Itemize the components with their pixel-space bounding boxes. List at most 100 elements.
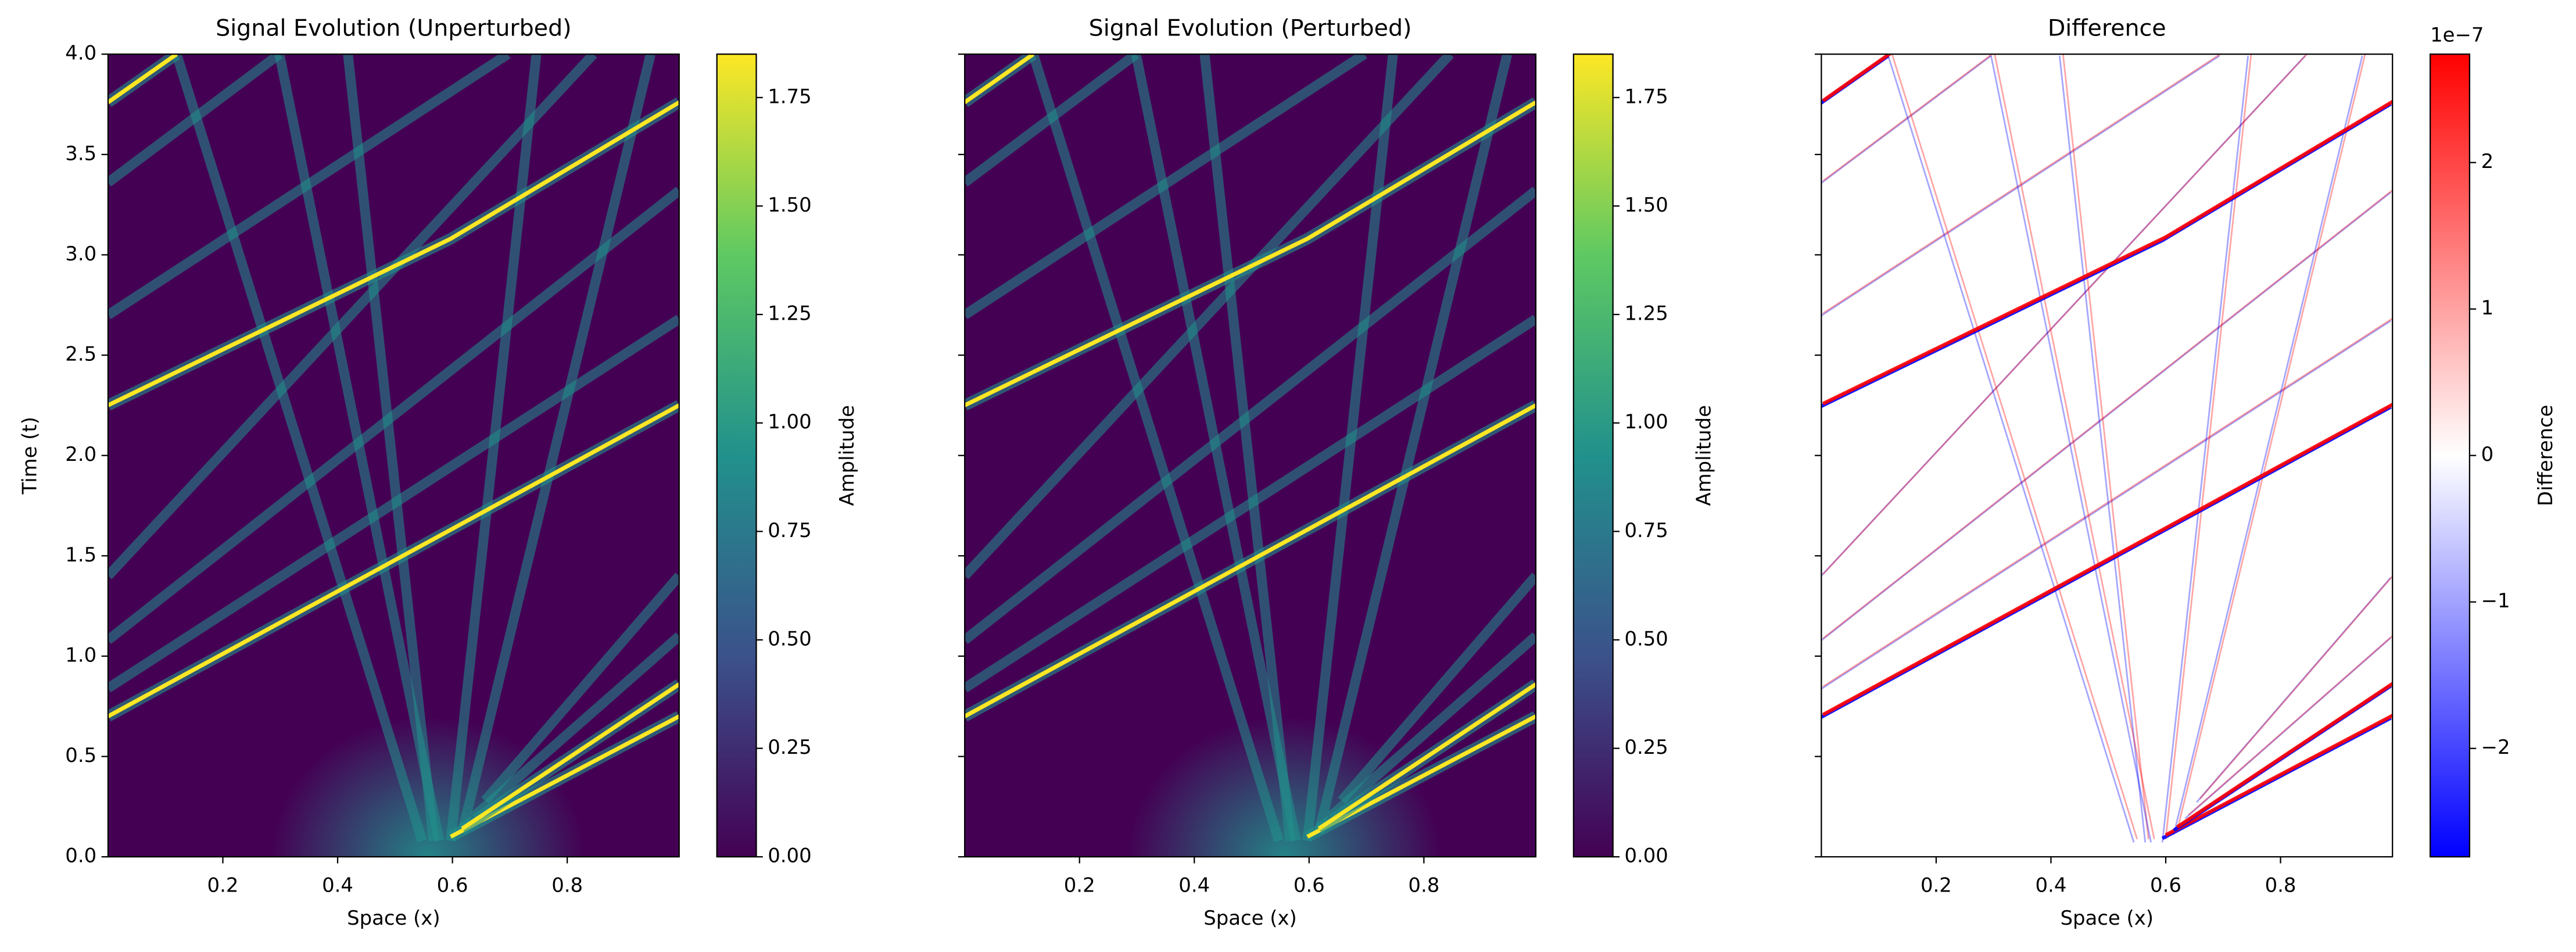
colorbar-tick-label: 0.25 [1624,736,1668,758]
y-tick-label: 0.0 [65,844,96,867]
streak [2165,713,2393,837]
chart-title: Signal Evolution (Unperturbed) [216,15,571,41]
colorbar-tick-label: 1.50 [1624,194,1668,216]
streak [1821,191,2392,642]
streak [2058,55,2147,843]
streak [108,101,679,407]
heatmap [1821,54,2393,857]
x-axis-label: Space (x) [2061,907,2154,929]
streak [2062,54,2149,839]
colorbar-tick-label: 0.00 [1624,844,1668,867]
colorbar-tick-label: 1.75 [1624,85,1668,108]
y-tick-label: 0.5 [65,744,96,767]
streak [1199,54,1295,842]
streak [1028,54,1284,843]
colorbar-tick-label: 1 [2481,296,2494,319]
streak [1317,682,1536,831]
streak [965,187,1536,644]
x-tick-label: 0.4 [322,874,353,897]
streak [1327,632,1536,821]
streak [1821,320,2392,690]
colorbar-tick-label: 0 [2481,443,2494,466]
colorbar-tick-label: 1.25 [768,302,811,325]
streak [2176,681,2393,829]
streak [171,54,427,843]
colorbar-tick-label: −2 [2481,736,2510,758]
x-tick-label: 0.2 [207,874,239,897]
x-tick-label: 0.4 [2036,874,2067,897]
y-tick-label: 3.5 [65,142,96,164]
streak [108,54,178,104]
streak [461,682,679,831]
heatmap [108,54,679,857]
colorbar-tick-label: 1.25 [1624,302,1668,325]
streak [481,572,679,804]
streak [1822,54,2222,314]
colorbar-label: Amplitude [1692,405,1715,506]
streak [1822,54,1994,182]
streak [1821,55,1992,184]
streak [1822,189,2393,639]
chart-title: Difference [2048,15,2166,41]
streak [1990,55,2152,843]
colorbar-tick-label: 2 [2481,150,2494,173]
streak [965,54,1035,104]
streak [2173,55,2363,835]
colorbar-tick-label: 0.75 [768,519,811,542]
streak [965,54,1454,579]
y-tick-label: 2.0 [65,443,96,466]
streak [965,403,1536,718]
colorbar-tick-label: 0.50 [768,627,811,650]
streak [274,54,445,842]
streak [457,54,655,834]
streak [1338,572,1536,804]
x-tick-label: 0.8 [1408,874,1439,897]
y-tick-label: 4.0 [65,42,96,65]
streak [1821,55,2306,577]
colorbar [716,53,757,858]
streak [1994,54,2155,840]
streak [470,632,679,821]
y-tick-label: 3.0 [65,242,96,265]
x-tick-label: 0.6 [1294,874,1325,897]
streak [1822,402,2393,717]
streak [1822,54,2308,575]
y-axis-label: Time (t) [19,417,41,495]
streak [1887,55,2135,843]
x-axis-label: Space (x) [1203,907,1296,929]
colorbar-tick-label: 0.75 [1624,519,1668,542]
x-tick-label: 0.6 [437,874,468,897]
streak [108,54,597,579]
streak [1821,55,2220,317]
streak [2184,637,2392,819]
streak [446,54,542,842]
streak [108,187,679,644]
colorbar-tick-label: 0.25 [768,736,811,758]
streak [343,54,439,842]
colorbar [1572,53,1614,858]
streak [1822,54,1893,102]
colorbar-tick-label: 0.00 [768,844,811,867]
x-tick-label: 0.8 [551,874,583,897]
colorbar-tick-label: 1.75 [768,85,811,108]
colorbar-offset-label: 1e−7 [2430,24,2484,46]
colorbar-tick-label: 1.00 [768,410,811,433]
streak [1822,99,2393,406]
x-tick-label: 0.2 [1064,874,1095,897]
streak [108,403,679,718]
colorbar-label: Difference [2534,405,2557,506]
streak [2199,575,2393,800]
streak [2188,635,2393,816]
streak [965,101,1536,407]
colorbar-tick-label: 0.50 [1624,627,1668,650]
streak [2176,54,2366,832]
x-tick-label: 0.8 [2265,874,2296,897]
streak [2165,54,2252,839]
x-axis-label: Space (x) [347,907,440,929]
streak [2196,577,2392,803]
streak [1131,54,1301,842]
y-tick-label: 1.0 [65,643,96,666]
colorbar-tick-label: −1 [2481,589,2510,612]
